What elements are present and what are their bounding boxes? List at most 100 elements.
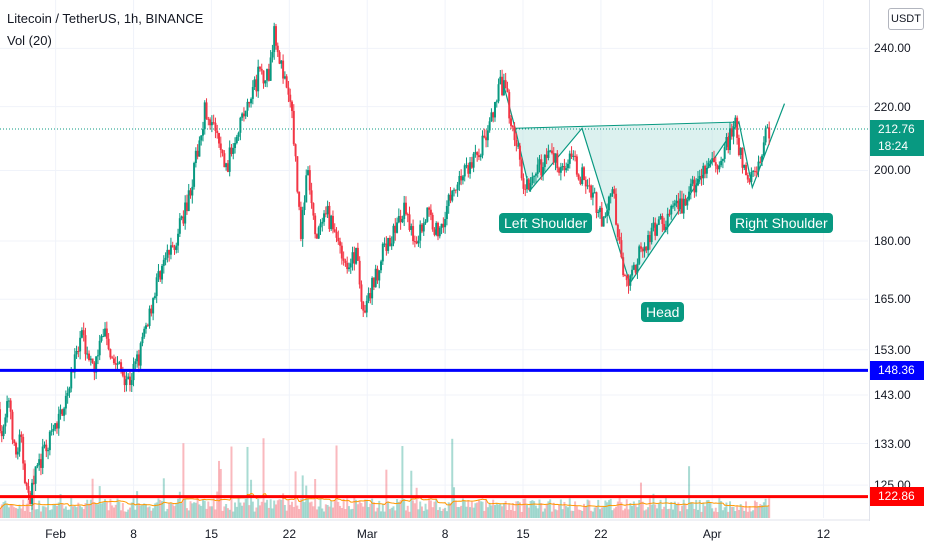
candle-body <box>169 245 172 255</box>
volume-bar <box>766 506 769 518</box>
volume-bar <box>378 500 381 518</box>
candle-body <box>141 336 144 344</box>
volume-bar <box>4 500 7 518</box>
volume-bar <box>333 500 336 518</box>
y-tick-label: 240.00 <box>874 41 911 56</box>
volume-bar <box>80 507 83 518</box>
volume-bar <box>583 503 586 518</box>
candle-body <box>351 252 354 264</box>
volume-bar <box>95 503 98 518</box>
pattern-fill <box>515 122 739 284</box>
candle-body <box>688 191 691 200</box>
volume-bar <box>112 507 115 518</box>
currency-button[interactable]: USDT <box>888 8 924 30</box>
candle-body <box>203 102 206 130</box>
candle-body <box>365 300 368 313</box>
volume-bar <box>7 507 10 518</box>
volume-bar <box>120 510 123 518</box>
volume-bar <box>508 503 511 518</box>
candle-body <box>145 325 148 329</box>
candle-body <box>768 127 771 139</box>
volume-bar <box>748 506 751 518</box>
volume-bar <box>720 501 723 518</box>
volume-bar <box>611 510 614 518</box>
volume-bar <box>615 506 618 518</box>
candle-body <box>739 147 742 155</box>
volume-bar <box>680 505 683 518</box>
volume-bar <box>688 466 691 518</box>
volume-bar <box>543 508 546 518</box>
volume-bar <box>641 501 644 518</box>
candle-body <box>310 190 313 204</box>
volume-bar <box>431 507 434 518</box>
volume-bar <box>55 505 58 518</box>
candle-body <box>371 278 374 299</box>
volume-bar <box>392 506 395 518</box>
candle-body <box>130 380 133 385</box>
volume-bar <box>251 501 254 518</box>
volume-bar <box>308 502 311 518</box>
volume-bar <box>590 510 593 518</box>
candle-body <box>526 179 529 190</box>
volume-bar <box>180 502 183 518</box>
volume-indicator-label[interactable]: Vol (20) <box>7 33 52 48</box>
volume-bar <box>584 506 587 518</box>
candle-body <box>695 185 698 193</box>
volume-bar <box>515 501 518 518</box>
volume-bar <box>269 499 272 518</box>
volume-bar <box>572 510 575 518</box>
price-axis[interactable] <box>869 0 932 521</box>
volume-bar <box>483 510 486 518</box>
candle-body <box>493 101 496 118</box>
candle-body <box>328 205 331 230</box>
candle-body <box>737 137 740 155</box>
y-tick-label: 220.00 <box>874 99 911 114</box>
candle-body <box>20 434 23 437</box>
volume-bar <box>193 502 196 518</box>
volume-bar <box>388 509 391 518</box>
candle-body <box>399 215 402 223</box>
volume-bar <box>657 503 660 518</box>
candle-body <box>431 214 434 230</box>
volume-bar <box>18 504 21 518</box>
candle-body <box>282 60 285 79</box>
volume-bar <box>125 511 128 518</box>
candle-body <box>424 221 427 224</box>
candle-body <box>173 247 176 250</box>
candle-body <box>38 459 41 466</box>
candle-body <box>294 144 297 157</box>
candle-body <box>495 101 498 103</box>
neckline <box>515 121 739 129</box>
candle-body <box>545 154 548 158</box>
candle-body <box>50 430 53 432</box>
volume-bar <box>698 499 701 518</box>
volume-bar <box>517 501 520 518</box>
candle-body <box>620 240 623 258</box>
volume-bar <box>627 509 630 518</box>
current-price: 212.76 <box>878 122 915 137</box>
candle-body <box>534 173 537 176</box>
candle-body <box>267 68 270 81</box>
volume-bar <box>536 508 539 518</box>
x-tick-label: Apr <box>702 527 722 541</box>
candle-body <box>604 215 607 217</box>
symbol-title[interactable]: Litecoin / TetherUS, 1h, BINANCE <box>7 11 204 26</box>
candle-body <box>591 192 594 198</box>
candle-body <box>745 164 748 176</box>
volume-bar <box>547 501 550 518</box>
candle-body <box>618 236 621 241</box>
candle-body <box>672 205 675 207</box>
candle-body <box>349 263 352 268</box>
candle-body <box>543 154 546 168</box>
volume-bar <box>276 500 279 518</box>
candle-body <box>413 241 416 243</box>
volume-bar <box>212 498 215 518</box>
candle-body <box>656 224 659 236</box>
volume-bar <box>545 504 548 518</box>
candle-body <box>460 175 463 181</box>
volume-bar <box>415 487 418 518</box>
horizontal-levels <box>0 368 868 499</box>
volume-bar <box>677 502 680 518</box>
volume-bar <box>315 509 318 518</box>
